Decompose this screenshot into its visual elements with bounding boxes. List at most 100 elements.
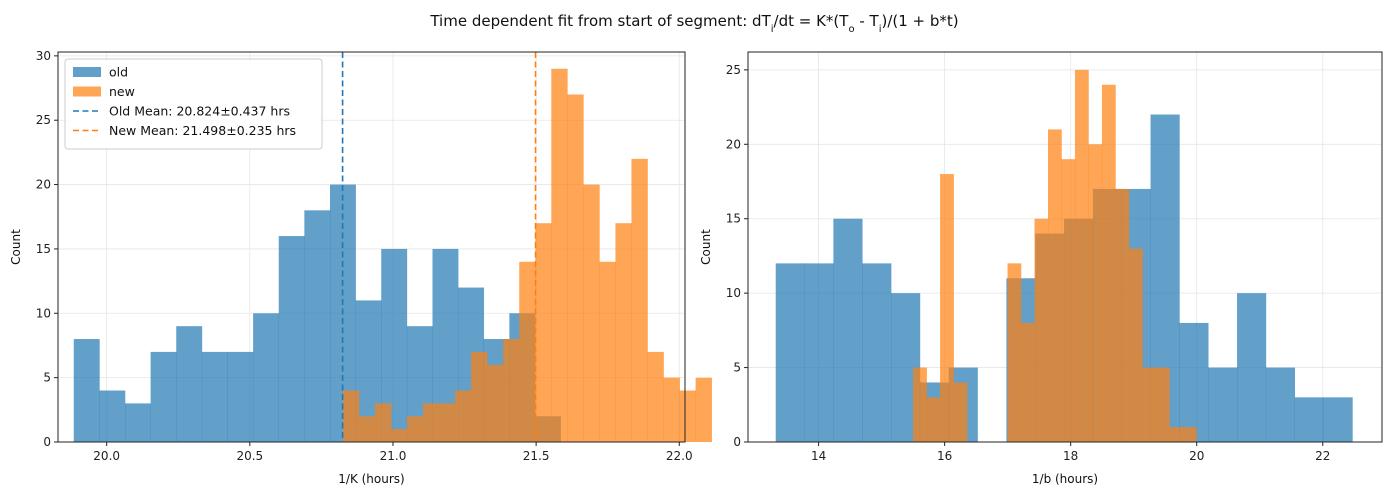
legend: old new Old Mean: 20.824±0.437 hrs New Mean… <box>64 58 323 150</box>
x-axis-label: 1/b (hours) <box>1032 472 1098 486</box>
histogram-bar-new <box>926 397 941 442</box>
histogram-bar-old <box>73 339 100 442</box>
histogram-bar-old <box>1179 322 1209 442</box>
histogram-bar-new <box>695 377 712 442</box>
y-tick-label: 25 <box>726 63 741 77</box>
histogram-bar-old <box>1323 397 1353 442</box>
x-tick-label: 20.0 <box>93 449 120 463</box>
histogram-bar-new <box>374 403 392 442</box>
histogram-bar-new <box>913 367 927 442</box>
legend-label: Old Mean: 20.824±0.437 hrs <box>109 104 290 119</box>
histogram-bar-new <box>1115 188 1130 442</box>
histogram-bar-old <box>1237 293 1267 442</box>
histogram-bar-new <box>1088 144 1103 442</box>
histogram-bar-new <box>1142 367 1157 442</box>
histogram-bar-old <box>775 263 805 442</box>
histogram-bar-new <box>615 223 632 442</box>
histogram-bar-new <box>471 351 488 442</box>
y-tick-label: 20 <box>726 137 741 151</box>
y-tick-label: 20 <box>36 178 51 192</box>
x-axis-label: 1/K (hours) <box>338 472 404 486</box>
x-tick-label: 16 <box>937 449 952 463</box>
histogram-bar-old <box>278 236 305 442</box>
y-axis-label: Count <box>9 229 23 265</box>
histogram-bar-new <box>1074 69 1089 442</box>
histogram-bar-new <box>1061 159 1076 442</box>
histogram-bar-new <box>599 261 616 442</box>
histogram-bar-new <box>423 403 440 442</box>
histogram-bar-new <box>358 416 376 442</box>
histogram-bar-new <box>535 223 552 442</box>
y-tick-label: 15 <box>36 242 51 256</box>
histogram-bar-new <box>487 364 504 442</box>
histogram-bar-old <box>176 326 203 442</box>
histogram-bar-new <box>439 403 456 442</box>
y-tick-label: 10 <box>726 286 741 300</box>
histogram-bar-new <box>342 390 360 442</box>
legend-swatch-old <box>73 67 101 77</box>
histogram-bar-new <box>1128 248 1143 442</box>
histogram-bar-old <box>201 351 228 442</box>
y-tick-label: 10 <box>36 306 51 320</box>
histogram-bar-old <box>124 403 151 442</box>
histogram-bar-new <box>1155 367 1170 442</box>
histogram-bar-new <box>519 261 536 442</box>
histogram-bar-new <box>1101 84 1116 442</box>
histogram-bar-new <box>953 382 968 442</box>
histogram-bar-new <box>1169 427 1184 442</box>
histogram-bar-old <box>862 263 892 442</box>
x-tick-label: 22 <box>1315 449 1330 463</box>
left-histogram-panel: 20.0 20.5 21.0 21.5 22.0 0 5 10 15 20 25 30 1/K (hou… <box>9 49 712 486</box>
histogram-bar-old <box>150 351 177 442</box>
histogram-bar-new <box>551 68 568 443</box>
histogram-bar-old <box>833 218 863 442</box>
y-axis-label: Count <box>699 229 713 265</box>
x-tick-label: 14 <box>811 449 826 463</box>
series-new-bars <box>342 68 712 443</box>
legend-box <box>64 58 323 150</box>
legend-swatch-new <box>73 86 101 97</box>
histogram-bar-old <box>227 351 254 442</box>
legend-label: new <box>109 84 135 99</box>
x-tick-label: 22.0 <box>666 449 693 463</box>
histogram-bar-old <box>304 210 331 442</box>
x-tick-label: 21.0 <box>380 449 407 463</box>
histogram-bar-old <box>804 263 834 442</box>
y-tick-label: 0 <box>43 435 51 449</box>
plot-frame <box>747 51 1383 443</box>
histogram-bar-old <box>1208 367 1238 442</box>
histogram-bar-new <box>583 184 600 442</box>
histogram-bar-new <box>503 339 520 442</box>
histogram-bar-new <box>1021 322 1035 442</box>
figure-suptitle: Time dependent fit from start of segment… <box>429 12 958 35</box>
histogram-bar-new <box>940 174 954 442</box>
histogram-bar-new <box>1182 427 1197 442</box>
y-tick-label: 0 <box>733 435 741 449</box>
histogram-bar-new <box>679 390 696 442</box>
histogram-bar-old <box>1265 367 1296 442</box>
histogram-bar-old <box>99 390 126 442</box>
x-tick-label: 20 <box>1189 449 1204 463</box>
y-tick-label: 15 <box>726 212 741 226</box>
legend-label: New Mean: 21.498±0.235 hrs <box>109 123 296 138</box>
histogram-bar-new <box>647 351 664 442</box>
x-tick-label: 21.5 <box>523 449 550 463</box>
y-tick-label: 25 <box>36 113 51 127</box>
x-tick-label: 18 <box>1063 449 1078 463</box>
histogram-bar-new <box>390 429 408 442</box>
histogram-bar-new <box>1034 218 1049 442</box>
plot-frame <box>57 51 686 443</box>
histogram-bar-new <box>631 158 648 443</box>
histogram-bar-new <box>455 390 472 442</box>
histogram-bar-new <box>567 94 584 442</box>
x-tick-label: 20.5 <box>236 449 263 463</box>
y-tick-label: 30 <box>36 49 51 63</box>
series-new-bars <box>913 69 1197 442</box>
histogram-bar-old <box>253 313 280 442</box>
legend-label: old <box>109 65 128 80</box>
histogram-bar-new <box>1047 129 1062 442</box>
y-tick-label: 5 <box>43 371 51 385</box>
y-tick-label: 5 <box>733 361 741 375</box>
histogram-bar-old <box>1294 397 1324 442</box>
